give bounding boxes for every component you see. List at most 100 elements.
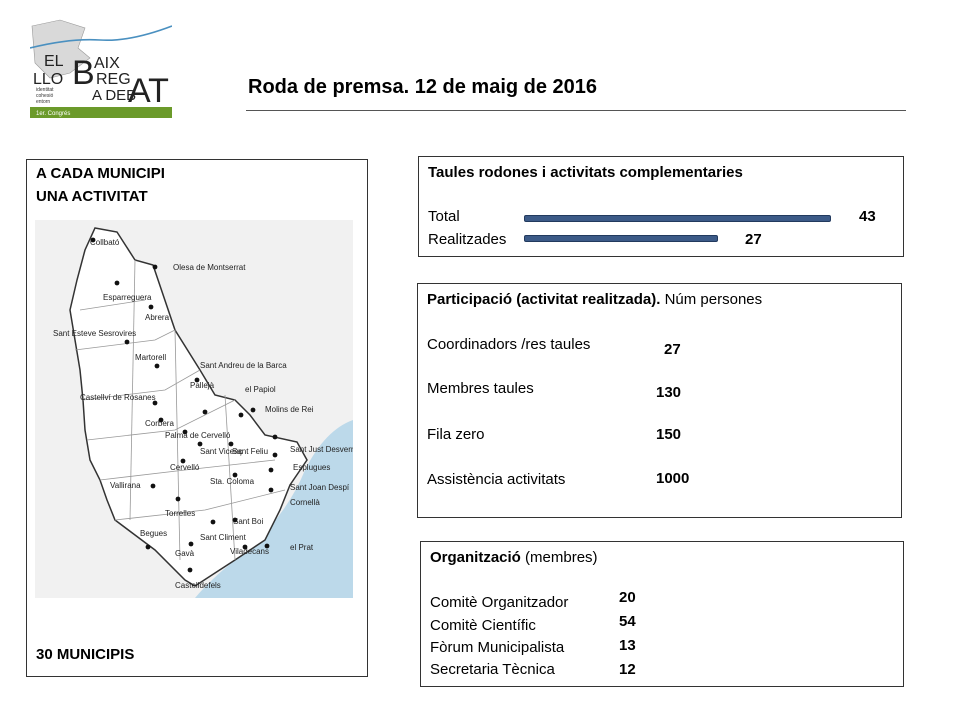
map-dot bbox=[268, 487, 274, 493]
map-label: Molins de Rei bbox=[265, 405, 314, 414]
org-forum-label: Fòrum Municipalista bbox=[430, 639, 565, 656]
map-dot bbox=[187, 567, 193, 573]
map-label: Cornellà bbox=[290, 498, 320, 507]
participation-panel: Participació (activitat realitzada). Núm… bbox=[417, 283, 902, 518]
map-dot bbox=[154, 363, 160, 369]
map-dot bbox=[148, 304, 154, 310]
municipalities-panel: A CADA MUNICIPI UNA ACTIVITAT Collbató Ol… bbox=[26, 159, 368, 677]
logo-congress: 1er. Congrés bbox=[36, 111, 70, 117]
sea bbox=[195, 420, 353, 598]
title-divider bbox=[246, 110, 906, 111]
logo-reg: REG bbox=[96, 71, 131, 88]
map-dot bbox=[272, 452, 278, 458]
map-label: Castelldefels bbox=[175, 581, 221, 590]
tables-total-value: 43 bbox=[859, 208, 876, 225]
logo-tag-1: identitat bbox=[36, 87, 54, 93]
map-dot bbox=[238, 412, 244, 418]
logo-el: EL bbox=[44, 53, 64, 70]
org-scientific-value: 54 bbox=[619, 613, 636, 630]
map-label: Viladecans bbox=[230, 547, 269, 556]
map-dot bbox=[268, 467, 274, 473]
tables-total-bar bbox=[524, 215, 831, 222]
participation-members-label: Membres taules bbox=[427, 380, 534, 397]
map-label: Sant Andreu de la Barca bbox=[200, 361, 287, 370]
map-label: Esplugues bbox=[293, 463, 330, 472]
map-dot bbox=[145, 544, 151, 550]
map-label: Abrera bbox=[145, 313, 170, 322]
map-dot bbox=[188, 541, 194, 547]
map-dot bbox=[175, 496, 181, 502]
participation-heading-bold: Participació (activitat realitzada). bbox=[427, 291, 661, 308]
tables-done-bar bbox=[524, 235, 718, 242]
map-label: Sant Climent bbox=[200, 533, 247, 542]
logo: EL LLO B AIX REG AT A DEB identitat cohe… bbox=[29, 18, 173, 118]
map-label: Gavà bbox=[175, 549, 195, 558]
map-label: Collbató bbox=[90, 238, 120, 247]
tables-done-label: Realitzades bbox=[428, 231, 507, 248]
map-label: Castellví de Rosanes bbox=[80, 393, 156, 402]
map-label: Cervelló bbox=[170, 463, 200, 472]
map-dot bbox=[232, 517, 238, 523]
map-dot bbox=[202, 409, 208, 415]
map-label: Sant Vicenç bbox=[200, 447, 243, 456]
map-dot bbox=[152, 400, 158, 406]
map-label: Torrelles bbox=[165, 509, 195, 518]
map-dot bbox=[180, 458, 186, 464]
participation-row-zero-value: 150 bbox=[656, 426, 682, 443]
organization-heading-bold: Organització bbox=[430, 549, 521, 566]
map-dot bbox=[182, 429, 188, 435]
map-dot bbox=[242, 544, 248, 550]
map-label: el Papiol bbox=[245, 385, 276, 394]
map-dot bbox=[250, 407, 256, 413]
page-title: Roda de premsa. 12 de maig de 2016 bbox=[248, 76, 598, 98]
tables-total-label: Total bbox=[428, 208, 460, 225]
map-label: Palma de Cervelló bbox=[165, 431, 231, 440]
map-label: Sta. Coloma bbox=[210, 477, 255, 486]
region-outline bbox=[69, 227, 308, 587]
map-label: Sant Joan Despí bbox=[290, 483, 350, 492]
map-dot bbox=[158, 417, 164, 423]
map-label: Pallejà bbox=[190, 381, 215, 390]
participation-attendance-label: Assistència activitats bbox=[427, 471, 566, 488]
logo-tag-2: cohesió bbox=[36, 93, 53, 99]
organization-panel: Organització (membres) Comitè Organitzad… bbox=[420, 541, 904, 687]
org-committee-value: 20 bbox=[619, 589, 636, 606]
logo-llo: LLO bbox=[33, 71, 63, 88]
org-secretary-value: 12 bbox=[619, 661, 636, 678]
map-dot bbox=[264, 543, 270, 549]
map-dot bbox=[232, 472, 238, 478]
map-label: Sant Boi bbox=[233, 517, 263, 526]
participation-attendance-value: 1000 bbox=[656, 470, 690, 487]
map-label: Martorell bbox=[135, 353, 166, 362]
participation-coordinators-label: Coordinadors /res taules bbox=[427, 336, 591, 353]
participation-heading: Participació (activitat realitzada). Núm… bbox=[427, 291, 762, 308]
municipalities-heading-2: UNA ACTIVITAT bbox=[36, 188, 148, 205]
map-label: el Prat bbox=[290, 543, 314, 552]
participation-heading-rest: Núm persones bbox=[660, 291, 763, 308]
org-secretary-label: Secretaria Tècnica bbox=[430, 661, 555, 678]
participation-row-zero-label: Fila zero bbox=[427, 426, 485, 443]
map-dot bbox=[150, 483, 156, 489]
map-label: Sant Feliu bbox=[232, 447, 268, 456]
map-dot bbox=[272, 434, 278, 440]
map-dot bbox=[124, 339, 130, 345]
map-label: Begues bbox=[140, 529, 167, 538]
map-label: Esparreguera bbox=[103, 293, 152, 302]
map-dot bbox=[114, 280, 120, 286]
tables-done-value: 27 bbox=[745, 231, 762, 248]
logo-deb: A DEB bbox=[92, 87, 136, 104]
map-dot bbox=[152, 264, 158, 270]
municipalities-count: 30 MUNICIPIS bbox=[36, 646, 135, 663]
participation-members-value: 130 bbox=[656, 384, 682, 401]
organization-heading-rest: (membres) bbox=[520, 549, 598, 566]
org-scientific-label: Comitè Científic bbox=[430, 617, 536, 634]
municipalities-heading-1: A CADA MUNICIPI bbox=[36, 165, 165, 182]
map-dot bbox=[90, 237, 96, 243]
map-label: Olesa de Montserrat bbox=[173, 263, 246, 272]
org-forum-value: 13 bbox=[619, 637, 636, 654]
logo-aix: AIX bbox=[94, 55, 120, 72]
map-dot bbox=[194, 377, 200, 383]
tables-panel: Taules rodones i activitats complementar… bbox=[418, 156, 904, 257]
map-label: Sant Esteve Sesrovires bbox=[53, 329, 136, 338]
logo-at: AT bbox=[128, 72, 169, 110]
